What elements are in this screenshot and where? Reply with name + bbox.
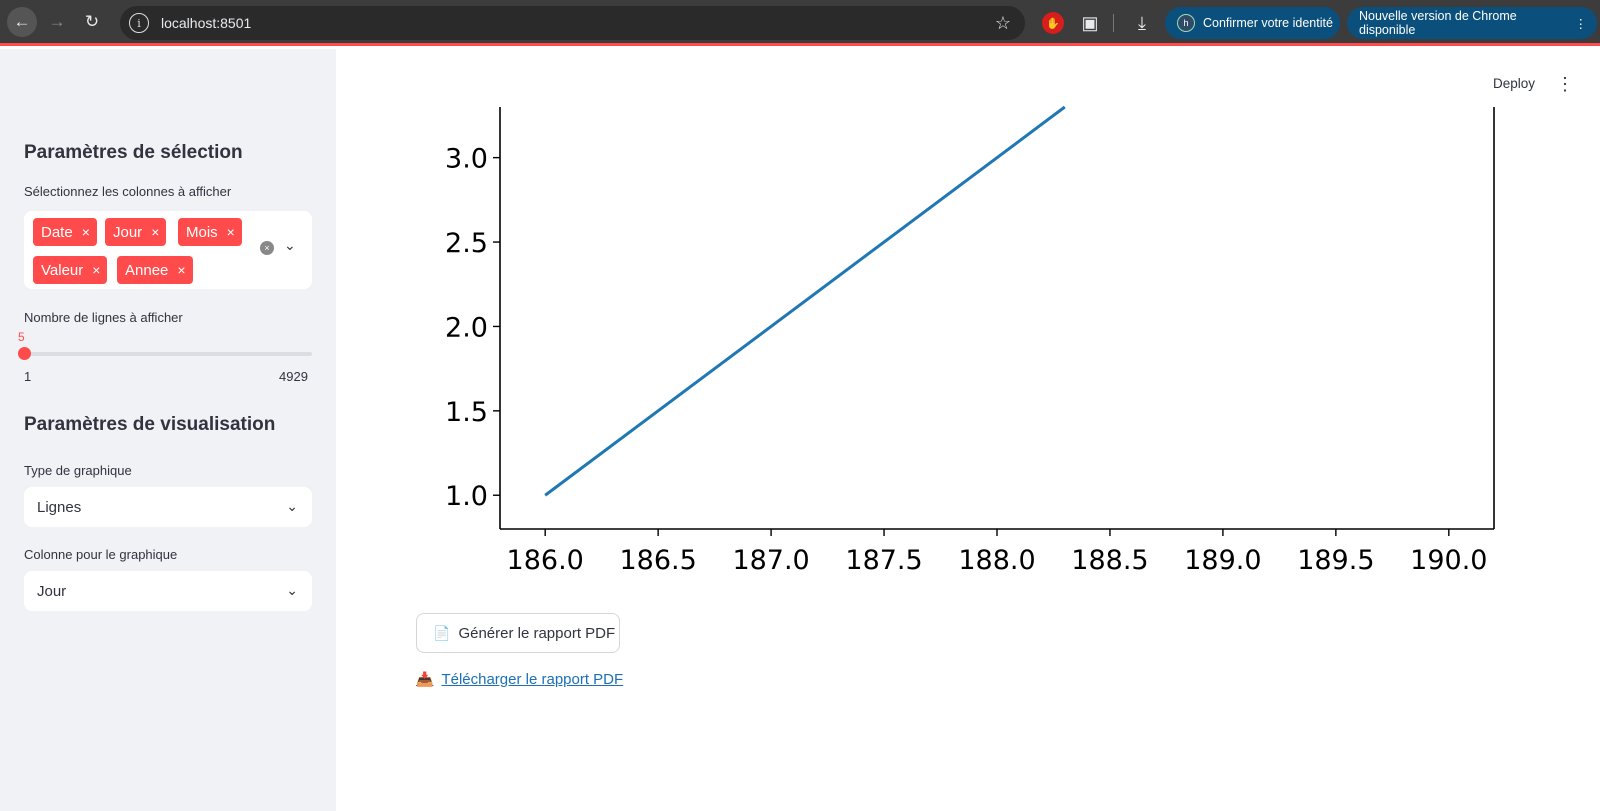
chart-type-value: Lignes <box>37 498 82 516</box>
hand-stop-icon[interactable]: ✋ <box>1042 12 1064 34</box>
y-tick-label: 2.5 <box>445 228 488 259</box>
chrome-update-button[interactable]: Nouvelle version de Chrome disponible ⋮ <box>1347 7 1597 39</box>
clear-all-icon[interactable]: × <box>260 241 274 255</box>
toolbar-divider <box>1113 14 1114 32</box>
y-tick-label: 1.0 <box>445 481 488 512</box>
update-label: Nouvelle version de Chrome disponible <box>1359 9 1517 37</box>
chevron-down-icon: ⌄ <box>286 582 298 598</box>
address-bar[interactable]: i localhost:8501 ☆ <box>120 6 1025 40</box>
column-label: Colonne pour le graphique <box>24 547 178 562</box>
y-tick-label: 3.0 <box>445 144 488 175</box>
series-line <box>544 105 1066 497</box>
tag-valeur[interactable]: Valeur × <box>33 256 108 284</box>
close-icon[interactable]: × <box>81 224 90 240</box>
column-select[interactable]: Jour ⌄ <box>24 571 312 611</box>
main-menu-icon[interactable]: ⋮ <box>1556 74 1574 94</box>
x-tick-label: 187.0 <box>732 545 809 576</box>
tag-date[interactable]: Date × <box>33 218 97 246</box>
url-text[interactable]: localhost:8501 <box>161 15 252 31</box>
slider-value: 5 <box>18 330 25 344</box>
kebab-icon: ⋮ <box>1574 16 1588 31</box>
tag-label: Annee <box>125 261 169 279</box>
chevron-down-icon: ⌄ <box>286 498 298 514</box>
identity-label: Confirmer votre identité <box>1203 16 1333 30</box>
star-icon[interactable]: ☆ <box>994 13 1011 33</box>
columns-label: Sélectionnez les colonnes à afficher <box>24 184 232 199</box>
identity-button[interactable]: h Confirmer votre identité <box>1165 7 1340 39</box>
slider-min: 1 <box>24 369 32 384</box>
rows-label: Nombre de lignes à afficher <box>24 310 183 325</box>
browser-toolbar: ← → ↻ i localhost:8501 ☆ ✋ ▣ ⤓ h Confirm… <box>0 0 1600 46</box>
arrow-left-icon: ← <box>13 12 31 31</box>
x-tick-label: 189.5 <box>1297 545 1374 576</box>
sidebar <box>0 49 336 811</box>
close-icon[interactable]: × <box>92 262 101 278</box>
slider-max: 4929 <box>279 369 308 384</box>
inbox-tray-icon: 📥 <box>416 671 434 687</box>
tag-mois[interactable]: Mois × <box>178 218 242 246</box>
deploy-button[interactable]: Deploy <box>1493 76 1536 91</box>
x-tick-label: 188.0 <box>958 545 1035 576</box>
chevron-down-icon[interactable]: ⌄ <box>284 237 296 253</box>
puzzle-icon[interactable]: ▣ <box>1081 12 1099 33</box>
x-tick-label: 190.0 <box>1410 545 1487 576</box>
chart-type-label: Type de graphique <box>24 463 132 478</box>
rows-slider-thumb[interactable] <box>18 347 31 360</box>
chart-type-select[interactable]: Lignes ⌄ <box>24 487 312 527</box>
x-tick-label: 188.5 <box>1071 545 1148 576</box>
selection-title: Paramètres de sélection <box>24 142 243 163</box>
site-info-icon[interactable]: i <box>129 13 149 33</box>
y-tick-label: 2.0 <box>445 312 488 343</box>
tag-annee[interactable]: Annee × <box>117 256 193 284</box>
close-icon[interactable]: × <box>177 262 186 278</box>
tag-jour[interactable]: Jour × <box>105 218 167 246</box>
pdf-button-label: Générer le rapport PDF <box>458 624 616 642</box>
download-link-label: Télécharger le rapport PDF <box>441 671 624 688</box>
column-value: Jour <box>37 582 67 600</box>
main-area <box>336 49 1600 811</box>
x-tick-label: 186.5 <box>619 545 696 576</box>
avatar: h <box>1177 14 1195 32</box>
tag-label: Date <box>41 223 73 241</box>
x-tick-label: 189.0 <box>1184 545 1261 576</box>
document-icon: 📄 <box>433 624 451 641</box>
x-tick-label: 186.0 <box>507 545 584 576</box>
y-tick-label: 1.5 <box>445 397 488 428</box>
close-icon[interactable]: × <box>151 224 160 240</box>
tag-label: Valeur <box>41 261 84 279</box>
reload-icon: ↻ <box>84 12 100 31</box>
viz-title: Paramètres de visualisation <box>24 414 276 435</box>
reload-button[interactable]: ↻ <box>77 7 107 37</box>
tag-label: Mois <box>186 223 218 241</box>
download-pdf-link[interactable]: 📥 Télécharger le rapport PDF <box>416 671 623 688</box>
columns-multiselect[interactable]: Date × Jour × Mois × Valeur × Annee × × ⌄ <box>24 211 312 289</box>
x-tick-label: 187.5 <box>845 545 922 576</box>
back-button[interactable]: ← <box>7 7 37 37</box>
arrow-right-icon: → <box>48 12 66 31</box>
tag-label: Jour <box>113 223 143 241</box>
forward-button[interactable]: → <box>42 7 72 37</box>
rows-slider-track[interactable] <box>24 352 312 356</box>
generate-pdf-button[interactable]: 📄 Générer le rapport PDF <box>416 613 620 653</box>
line-chart: 186.0 186.5 187.0 187.5 188.0 188.5 189.0 189.5… <box>445 105 1495 576</box>
download-icon[interactable]: ⤓ <box>1138 12 1146 33</box>
close-icon[interactable]: × <box>226 224 235 240</box>
